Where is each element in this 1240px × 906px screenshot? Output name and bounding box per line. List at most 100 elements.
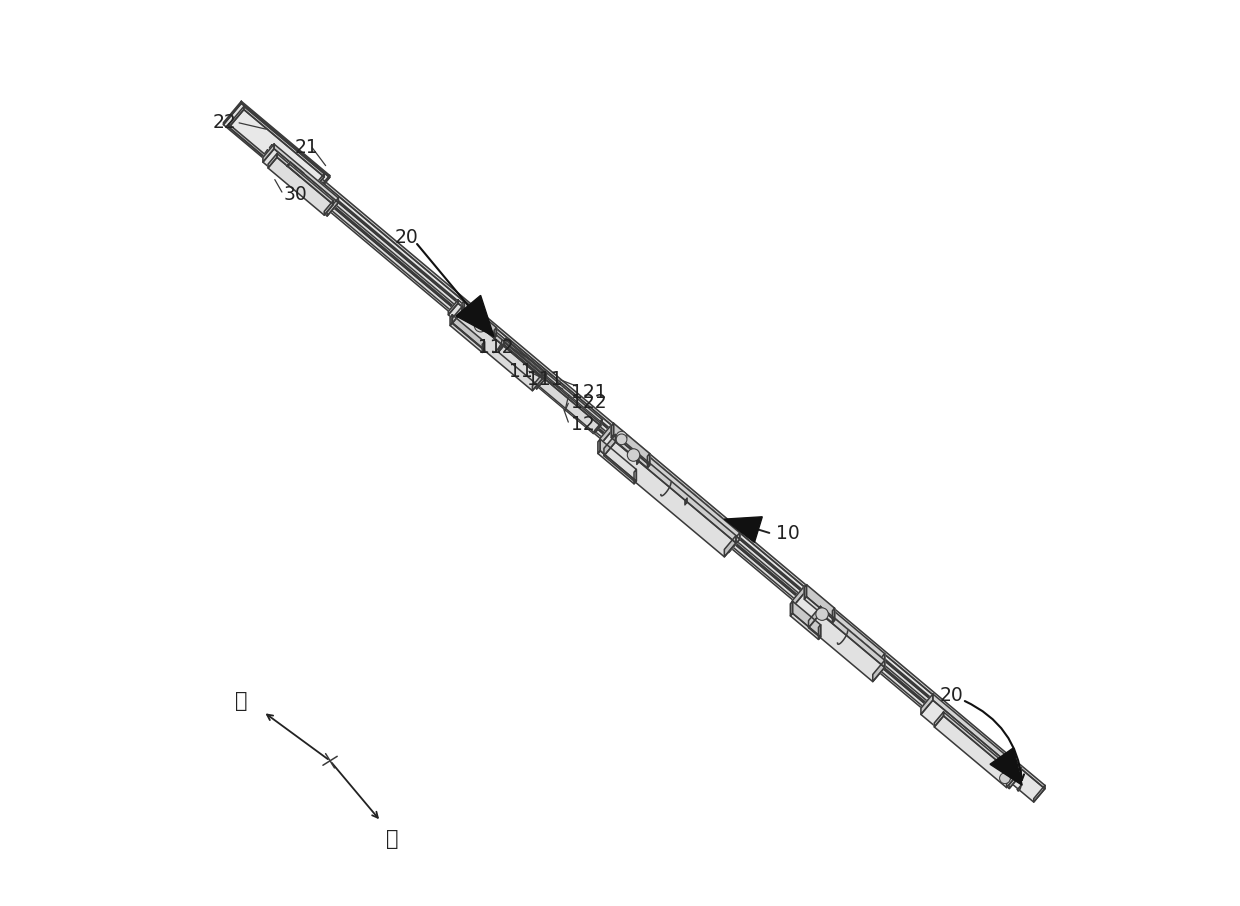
Polygon shape (223, 101, 242, 125)
Polygon shape (449, 304, 547, 389)
Polygon shape (450, 323, 485, 352)
Polygon shape (229, 124, 309, 195)
Polygon shape (498, 345, 600, 433)
Polygon shape (231, 115, 1045, 802)
Polygon shape (615, 435, 737, 543)
Polygon shape (482, 342, 485, 352)
Polygon shape (498, 342, 505, 352)
Text: 111: 111 (527, 371, 563, 390)
Polygon shape (505, 342, 600, 426)
Polygon shape (1004, 770, 1006, 775)
Text: 121: 121 (572, 382, 608, 401)
Polygon shape (269, 147, 1011, 769)
Polygon shape (805, 586, 884, 660)
Circle shape (816, 608, 828, 621)
Text: 21: 21 (294, 139, 319, 158)
Polygon shape (1018, 786, 1021, 791)
Circle shape (616, 431, 627, 442)
Text: 122: 122 (570, 393, 606, 412)
Polygon shape (453, 312, 543, 390)
Circle shape (627, 448, 640, 461)
Polygon shape (229, 106, 244, 128)
Polygon shape (805, 584, 806, 599)
Polygon shape (1009, 768, 1022, 788)
Polygon shape (286, 162, 290, 167)
Polygon shape (324, 200, 334, 215)
Polygon shape (600, 439, 636, 481)
Polygon shape (806, 584, 835, 621)
Polygon shape (611, 425, 740, 539)
Polygon shape (934, 716, 1016, 787)
Polygon shape (449, 300, 458, 314)
Polygon shape (1034, 786, 1045, 802)
Polygon shape (921, 694, 932, 715)
Polygon shape (921, 700, 1022, 788)
Polygon shape (724, 535, 737, 557)
Polygon shape (231, 111, 242, 129)
Circle shape (616, 434, 627, 445)
Polygon shape (311, 176, 330, 198)
Polygon shape (242, 111, 1045, 789)
Polygon shape (463, 309, 496, 338)
Polygon shape (453, 306, 463, 323)
Polygon shape (463, 306, 543, 379)
Polygon shape (263, 144, 274, 162)
Text: 12: 12 (570, 415, 595, 434)
Polygon shape (265, 150, 268, 155)
Polygon shape (598, 451, 636, 484)
Polygon shape (598, 439, 600, 454)
Polygon shape (263, 149, 339, 216)
Polygon shape (604, 442, 737, 557)
Polygon shape (274, 144, 339, 203)
Text: 112: 112 (479, 338, 513, 357)
Polygon shape (229, 110, 324, 195)
Polygon shape (272, 145, 1011, 766)
Polygon shape (818, 625, 821, 640)
Polygon shape (790, 602, 792, 616)
Polygon shape (450, 314, 453, 325)
Circle shape (475, 320, 487, 332)
Polygon shape (614, 423, 650, 465)
Polygon shape (594, 419, 603, 433)
Text: 22: 22 (212, 113, 236, 132)
Polygon shape (269, 145, 272, 149)
Circle shape (1003, 768, 1014, 779)
Polygon shape (729, 533, 740, 553)
Polygon shape (792, 593, 884, 674)
Polygon shape (790, 613, 821, 640)
Polygon shape (327, 198, 339, 216)
Polygon shape (611, 435, 650, 467)
Polygon shape (453, 314, 485, 350)
Polygon shape (1007, 773, 1016, 787)
Text: 20: 20 (940, 686, 963, 705)
Text: 10: 10 (776, 525, 800, 544)
Polygon shape (792, 602, 821, 637)
Polygon shape (456, 295, 494, 336)
Polygon shape (268, 158, 334, 215)
Text: 11: 11 (510, 361, 533, 381)
Polygon shape (600, 425, 611, 445)
Polygon shape (611, 423, 614, 438)
Polygon shape (595, 423, 600, 433)
Polygon shape (532, 374, 543, 390)
Polygon shape (808, 613, 884, 681)
Polygon shape (873, 660, 884, 681)
Text: 后: 后 (234, 691, 247, 711)
Polygon shape (458, 300, 547, 378)
Polygon shape (990, 747, 1022, 786)
Polygon shape (265, 152, 1006, 775)
Polygon shape (242, 101, 330, 178)
Polygon shape (268, 150, 1006, 772)
Polygon shape (805, 597, 835, 622)
Polygon shape (497, 342, 603, 433)
Polygon shape (223, 103, 330, 198)
Polygon shape (873, 653, 884, 674)
Polygon shape (600, 431, 740, 553)
Polygon shape (309, 174, 324, 195)
Polygon shape (792, 586, 805, 607)
Text: 前: 前 (387, 829, 399, 849)
Polygon shape (604, 435, 615, 456)
Polygon shape (808, 606, 821, 628)
Polygon shape (821, 606, 884, 668)
Polygon shape (934, 712, 944, 727)
